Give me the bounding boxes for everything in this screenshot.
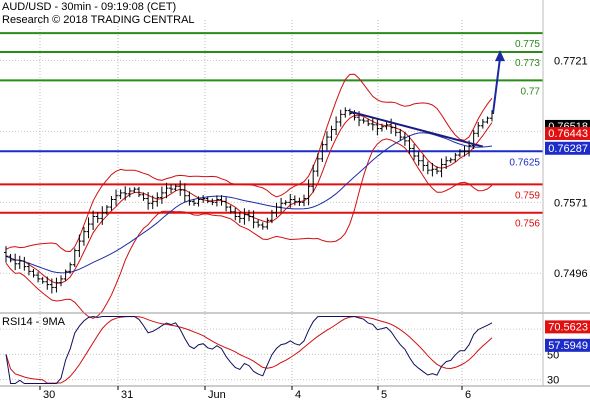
level-label: 0.773	[515, 58, 540, 69]
projection-arrow-line	[492, 57, 501, 114]
x-tick-label: 5	[381, 389, 387, 400]
bollinger-upper	[5, 73, 493, 253]
chart-title: AUD/USD - 30min - 09:19:08 (CET)	[2, 1, 177, 13]
level-label: 0.756	[515, 219, 540, 230]
x-tick-label: 4	[295, 389, 301, 400]
rsi-ma-line	[5, 315, 493, 384]
price-badge-label: 0.76443	[548, 128, 588, 140]
x-tick-label: 30	[43, 389, 55, 400]
price-badge	[545, 127, 590, 141]
trendline	[349, 110, 484, 148]
y-tick-label: 0.7571	[554, 197, 588, 209]
copyright-text: Research © 2018 TRADING CENTRAL	[2, 14, 195, 26]
rsi-badge-label: 57.5949	[548, 340, 588, 352]
bollinger-lower	[5, 138, 493, 319]
level-label: 0.77	[521, 86, 541, 97]
rsi-panel-title: RSI14 - 9MA	[2, 316, 65, 328]
x-tick-label: Jun	[208, 389, 226, 400]
long-moving-average	[5, 132, 493, 274]
y-tick-label: 0.7721	[554, 56, 588, 68]
price-badge	[545, 141, 590, 155]
y-tick-label: 0.7496	[554, 268, 588, 280]
x-tick-label: 6	[465, 389, 471, 400]
rsi-line	[5, 315, 493, 384]
price-badge-label: 0.76287	[548, 143, 588, 155]
rsi-y-tick-label: 50	[547, 349, 559, 361]
level-label: 0.759	[515, 190, 540, 201]
rsi-y-tick-label: 30	[547, 375, 559, 387]
rsi-badge-label: 70.5623	[548, 321, 588, 333]
projection-arrow-head	[495, 50, 505, 62]
rsi-badge	[545, 320, 590, 334]
level-label: 0.7625	[509, 157, 540, 168]
x-tick-label: 31	[121, 389, 133, 400]
rsi-badge	[545, 338, 590, 352]
level-label: 0.775	[515, 39, 540, 50]
